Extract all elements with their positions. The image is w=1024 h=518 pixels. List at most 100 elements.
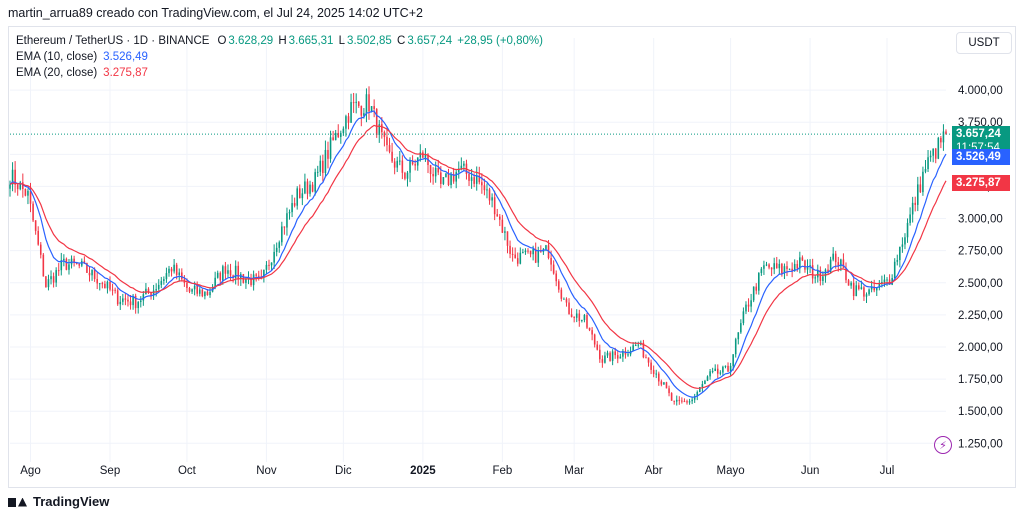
candle-body <box>178 272 181 275</box>
candle-body <box>732 354 734 366</box>
candle-body <box>68 264 70 270</box>
candle-body <box>378 124 381 135</box>
candle-body <box>837 262 840 267</box>
legend-low-value: 3.502,85 <box>347 35 392 47</box>
candle-body <box>916 184 919 205</box>
candle-body <box>196 285 198 294</box>
candle-body <box>304 181 306 194</box>
candle-body <box>924 169 927 172</box>
candle-body <box>298 188 301 199</box>
candle-body <box>273 251 275 263</box>
candle-body <box>440 172 442 184</box>
lightning-icon[interactable]: ⚡ <box>934 436 952 454</box>
candle-body <box>314 172 316 192</box>
candle-body <box>888 279 891 285</box>
candle-body <box>268 264 270 266</box>
candle-body <box>922 171 924 193</box>
candle-body <box>275 247 278 252</box>
candle-body <box>393 161 396 168</box>
candle-body <box>850 282 852 286</box>
candle-body <box>157 284 160 290</box>
candle-body <box>742 311 745 324</box>
candle-body <box>219 272 222 281</box>
candle-body <box>422 152 424 158</box>
candle-body <box>657 373 660 382</box>
legend-ema20-row[interactable]: EMA (20, close) 3.275,87 <box>16 65 547 81</box>
candle-body <box>932 148 934 156</box>
candle-body <box>122 298 124 302</box>
candle-body <box>116 290 119 305</box>
candle-body <box>509 245 511 254</box>
candle-body <box>60 260 63 271</box>
candle-body <box>24 188 27 196</box>
candle-body <box>601 359 604 363</box>
legend-ohlc-row[interactable]: Ethereum / TetherUS · 1D · BINANCE O 3.62… <box>16 33 547 49</box>
candle-body <box>855 285 858 297</box>
candle-body <box>155 289 157 291</box>
candle-body <box>745 304 747 312</box>
candle-body <box>486 189 488 191</box>
candle-body <box>409 160 411 173</box>
candle-body <box>396 160 399 168</box>
brand-label: TradingView <box>33 494 110 509</box>
candle-body <box>340 133 342 137</box>
candle-body <box>904 237 906 245</box>
candle-body <box>29 190 32 204</box>
candle-body <box>791 268 793 271</box>
candle-body <box>940 137 942 143</box>
candle-body <box>824 269 827 277</box>
candle-body <box>865 294 868 297</box>
candle-body <box>142 294 145 301</box>
candle-body <box>527 250 529 252</box>
candle-body <box>570 314 573 317</box>
legend-ema10-label: EMA (10, close) <box>16 51 98 63</box>
candle-body <box>16 184 19 190</box>
candle-body <box>896 260 899 262</box>
candle-body <box>278 242 281 248</box>
ema20-tag-value: 3.275,87 <box>956 177 1001 190</box>
candle-body <box>873 286 875 291</box>
candle-body <box>306 181 309 194</box>
candle-body <box>240 274 242 279</box>
candle-body <box>283 226 286 228</box>
candle-body <box>168 268 170 274</box>
candle-body <box>809 265 811 267</box>
candle-body <box>522 252 524 254</box>
candle-body <box>42 254 45 277</box>
candle-body <box>193 285 196 290</box>
candle-body <box>750 300 752 307</box>
candle-body <box>391 151 393 162</box>
candle-body <box>252 274 255 286</box>
tradingview-brand[interactable]: TradingView <box>8 494 109 509</box>
candle-body <box>114 289 116 291</box>
legend-open-label: O <box>217 35 227 47</box>
y-tick-label: 2.000,00 <box>958 342 1003 354</box>
candle-body <box>858 285 860 289</box>
candle-body <box>606 352 609 356</box>
candle-body <box>368 94 370 112</box>
candle-body <box>709 371 711 377</box>
legend-ema20-label: EMA (20, close) <box>16 67 98 79</box>
candle-body <box>137 302 140 309</box>
candle-body <box>537 250 540 263</box>
candle-body <box>501 219 504 233</box>
candle-body <box>375 109 378 135</box>
candle-body <box>419 152 422 158</box>
candle-body <box>445 173 447 178</box>
legend-ema10-row[interactable]: EMA (10, close) 3.526,49 <box>16 49 547 65</box>
candle-body <box>814 277 817 279</box>
candle-body <box>63 258 65 261</box>
currency-button[interactable]: USDT <box>956 32 1012 54</box>
candle-body <box>796 263 799 269</box>
candle-body <box>293 203 296 206</box>
candle-body <box>383 132 386 137</box>
candle-body <box>875 287 878 291</box>
ema10-tag-value: 3.526,49 <box>956 150 1001 163</box>
candle-body <box>770 267 773 270</box>
candle-body <box>891 278 893 285</box>
legend-symbol[interactable]: Ethereum / TetherUS · 1D · BINANCE <box>16 35 210 47</box>
candle-body <box>111 289 114 291</box>
candle-body <box>724 365 727 367</box>
candle-body <box>711 370 714 372</box>
